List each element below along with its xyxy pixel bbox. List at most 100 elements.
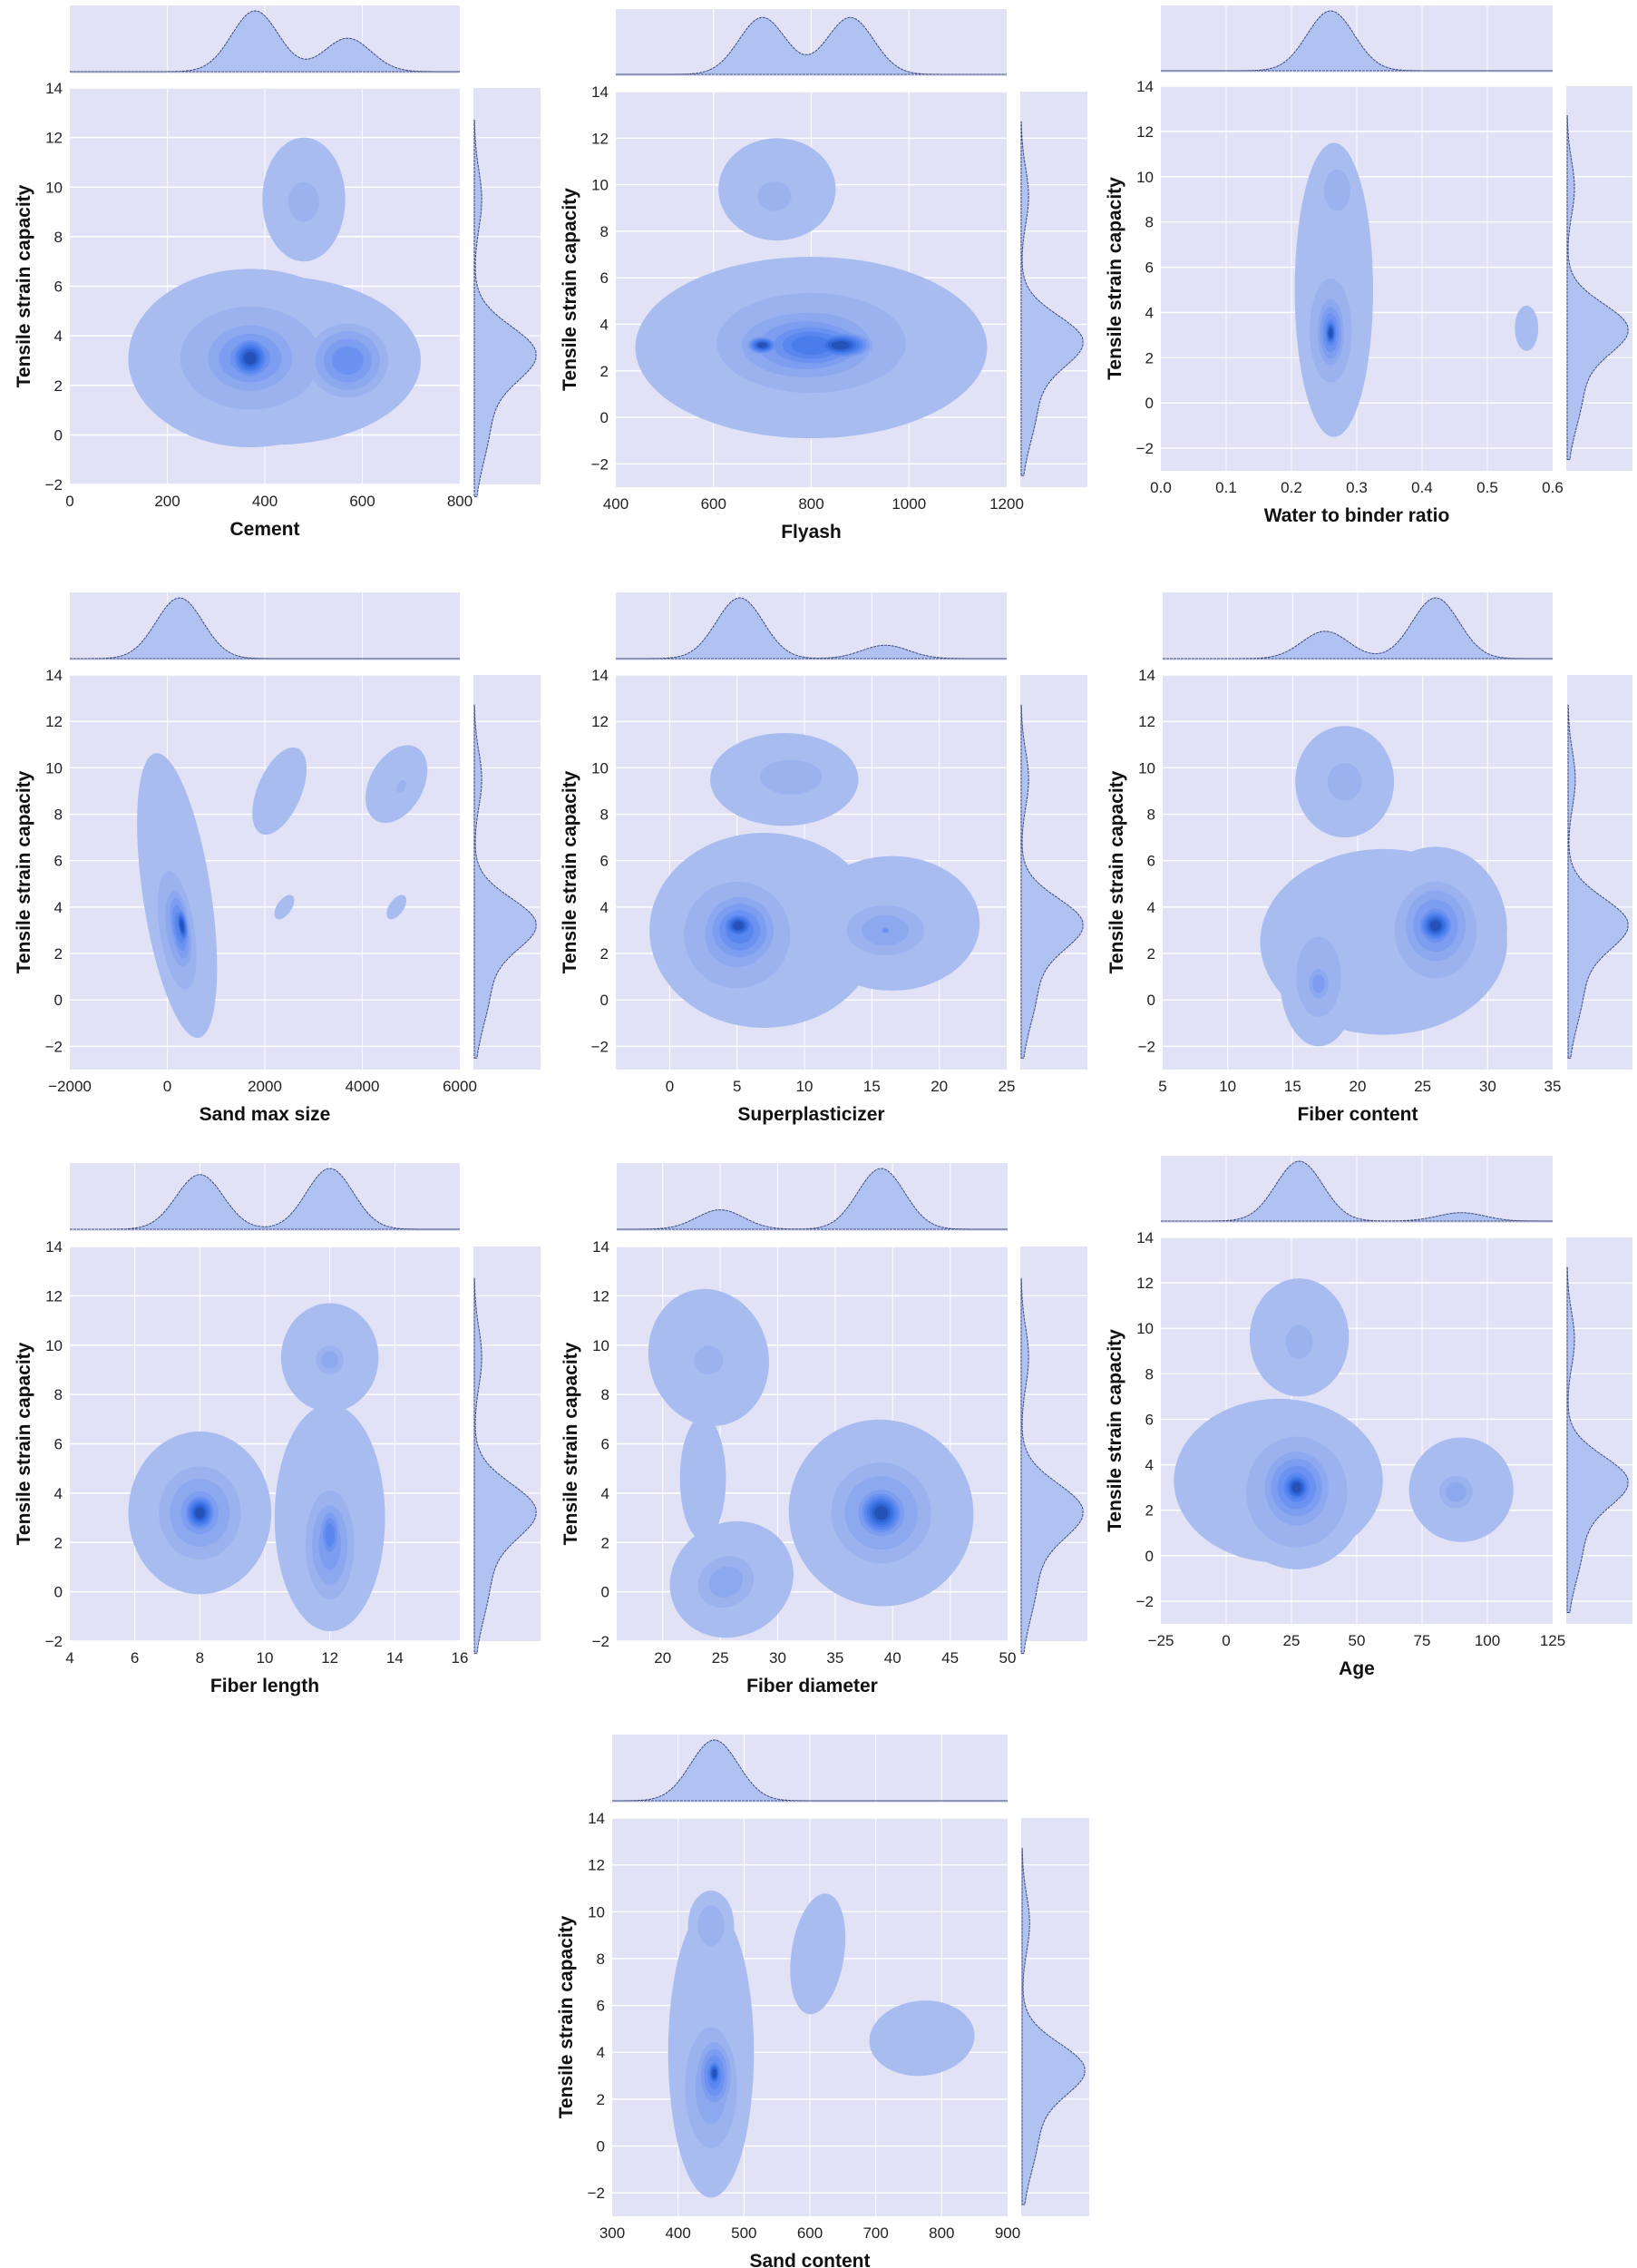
x-marginal-kde bbox=[617, 1163, 1008, 1231]
y-marginal-kde bbox=[473, 1246, 541, 1655]
y-tick-label: 4 bbox=[54, 1485, 63, 1502]
x-tick-label: 300 bbox=[599, 2224, 625, 2242]
x-tick-label: 200 bbox=[154, 493, 180, 510]
x-tick-label: 400 bbox=[252, 493, 278, 510]
y-tick-label: 0 bbox=[1145, 395, 1154, 412]
y-tick-label: 0 bbox=[597, 2138, 605, 2156]
x-tick-label: 15 bbox=[1284, 1078, 1301, 1095]
y-tick-label: 8 bbox=[601, 1386, 609, 1403]
y-tick-label: 2 bbox=[597, 2091, 605, 2108]
y-tick-label: 0 bbox=[600, 409, 609, 426]
y-tick-label: 2 bbox=[600, 363, 609, 380]
x-tick-label: 4000 bbox=[346, 1078, 380, 1095]
main-axes bbox=[70, 674, 460, 1070]
x-tick-label: 10 bbox=[257, 1649, 274, 1667]
x-tick-label: −25 bbox=[1148, 1632, 1174, 1649]
y-tick-label: 8 bbox=[600, 223, 609, 240]
x-tick-label: 600 bbox=[701, 495, 726, 513]
kde-contours bbox=[128, 137, 421, 448]
y-tick-label: 10 bbox=[591, 759, 609, 777]
x-tick-label: 0.2 bbox=[1281, 479, 1302, 496]
y-axis-label: Tensile strain capacity bbox=[1106, 770, 1127, 973]
x-tick-label: 20 bbox=[931, 1078, 948, 1095]
y-tick-label: 14 bbox=[591, 83, 609, 101]
y-tick-label: 0 bbox=[600, 992, 609, 1009]
y-tick-label: 6 bbox=[1145, 1411, 1154, 1428]
x-axis-label: Water to binder ratio bbox=[1264, 505, 1450, 526]
x-axis-label: Sand content bbox=[749, 2251, 870, 2268]
x-marginal-kde bbox=[1163, 592, 1553, 660]
y-tick-label: 10 bbox=[1136, 1320, 1154, 1337]
y-tick-label: 6 bbox=[54, 853, 63, 870]
y-marginal-kde bbox=[473, 88, 541, 498]
x-tick-label: 25 bbox=[1414, 1078, 1431, 1095]
y-tick-label: 4 bbox=[54, 899, 63, 916]
x-tick-label: 0.0 bbox=[1150, 479, 1172, 496]
y-tick-label: −2 bbox=[1136, 1593, 1154, 1610]
y-marginal-kde bbox=[1020, 1246, 1087, 1655]
x-axis-label: Fiber content bbox=[1297, 1104, 1418, 1125]
x-tick-label: 25 bbox=[1283, 1632, 1301, 1649]
kde-contours bbox=[1174, 1278, 1514, 1569]
y-tick-label: 10 bbox=[588, 1903, 605, 1921]
x-axis-label: Sand max size bbox=[200, 1104, 331, 1125]
y-tick-label: 12 bbox=[591, 130, 609, 147]
y-axis-label: Tensile strain capacity bbox=[14, 770, 34, 973]
y-tick-label: 8 bbox=[54, 229, 63, 246]
x-tick-label: 900 bbox=[995, 2224, 1020, 2242]
y-tick-label: 10 bbox=[591, 177, 609, 194]
y-tick-label: 12 bbox=[588, 1857, 605, 1874]
y-tick-label: 4 bbox=[597, 2044, 605, 2061]
y-tick-label: 14 bbox=[588, 1810, 605, 1827]
x-tick-label: 1000 bbox=[892, 495, 926, 513]
y-tick-label: 8 bbox=[600, 807, 609, 824]
x-tick-label: 0.5 bbox=[1476, 479, 1498, 496]
x-tick-label: 14 bbox=[386, 1649, 404, 1667]
y-tick-label: 12 bbox=[45, 130, 63, 147]
x-marginal-kde bbox=[70, 1163, 460, 1231]
kde-contours bbox=[128, 1303, 385, 1632]
y-tick-label: 4 bbox=[600, 899, 609, 916]
y-tick-label: 10 bbox=[45, 1337, 63, 1354]
y-tick-label: 0 bbox=[54, 992, 63, 1009]
y-tick-label: 0 bbox=[1147, 992, 1155, 1009]
x-marginal-kde bbox=[1161, 5, 1553, 73]
y-axis-label: Tensile strain capacity bbox=[560, 1342, 581, 1545]
x-tick-label: 30 bbox=[769, 1649, 786, 1667]
y-tick-label: 12 bbox=[45, 713, 63, 730]
y-axis-label: Tensile strain capacity bbox=[556, 1915, 577, 2118]
y-tick-label: 14 bbox=[45, 1238, 63, 1256]
y-marginal-kde bbox=[473, 675, 541, 1070]
y-tick-label: 8 bbox=[1145, 214, 1154, 231]
x-tick-label: 0 bbox=[163, 1078, 171, 1095]
kde-contours bbox=[1294, 142, 1539, 437]
y-tick-label: 2 bbox=[601, 1534, 609, 1551]
x-axis-label: Flyash bbox=[781, 522, 842, 543]
x-tick-label: 0 bbox=[1222, 1632, 1230, 1649]
y-tick-label: 8 bbox=[1145, 1365, 1154, 1383]
kde-contours bbox=[667, 1891, 975, 2198]
y-tick-label: 10 bbox=[592, 1337, 609, 1354]
x-tick-label: 10 bbox=[1219, 1078, 1236, 1095]
y-axis-label: Tensile strain capacity bbox=[1105, 1329, 1125, 1532]
y-tick-label: 12 bbox=[591, 713, 609, 730]
x-tick-label: 30 bbox=[1479, 1078, 1496, 1095]
x-tick-label: 0.6 bbox=[1542, 479, 1564, 496]
y-tick-label: 12 bbox=[1136, 123, 1154, 141]
x-axis-label: Fiber diameter bbox=[746, 1676, 878, 1696]
y-tick-label: 6 bbox=[597, 1998, 605, 2015]
y-tick-label: −2 bbox=[45, 1633, 63, 1650]
x-tick-label: 50 bbox=[1349, 1632, 1366, 1649]
x-tick-label: 500 bbox=[731, 2224, 756, 2242]
x-tick-label: −2000 bbox=[48, 1078, 92, 1095]
y-axis-label: Tensile strain capacity bbox=[14, 1342, 34, 1545]
y-tick-label: −2 bbox=[588, 2185, 605, 2202]
x-marginal-kde bbox=[1161, 1156, 1553, 1223]
y-tick-label: −2 bbox=[1138, 1038, 1155, 1055]
y-tick-label: 14 bbox=[592, 1238, 609, 1256]
y-marginal-kde bbox=[1566, 1237, 1632, 1624]
y-axis-label: Tensile strain capacity bbox=[560, 770, 580, 973]
y-tick-label: 2 bbox=[1147, 945, 1155, 963]
kde-contours bbox=[648, 1288, 974, 1638]
x-marginal-kde bbox=[616, 9, 1007, 76]
